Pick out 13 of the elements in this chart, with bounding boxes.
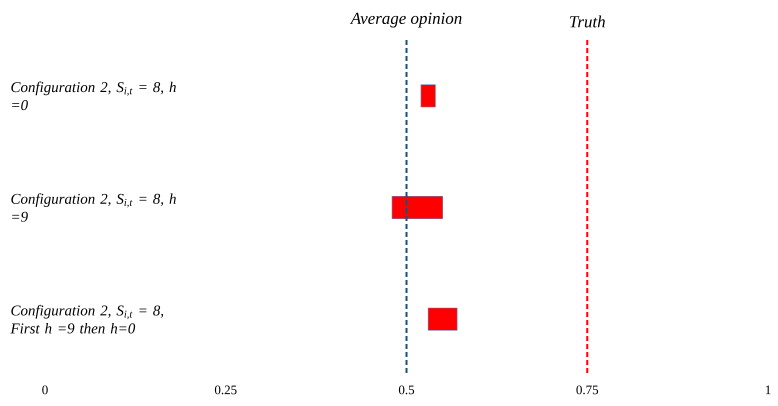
category-label: Configuration 2, S$_{i,t}$ = 8, h =0 bbox=[11, 82, 176, 110]
bar bbox=[392, 196, 443, 219]
x-tick-label: 0.75 bbox=[576, 386, 598, 394]
x-tick-label: 0.25 bbox=[214, 386, 237, 394]
x-tick-label: 0.5 bbox=[398, 386, 414, 394]
y-tick-label: Configuration 2, S$_{i,t}$ = 8, First h =9 then h=0 bbox=[10, 304, 164, 334]
category-label: Configuration 2, S$_{i,t}$ = 8, h =9 bbox=[11, 193, 176, 222]
x-tick-label: 1 bbox=[766, 386, 770, 394]
x-tick-label: 0 bbox=[42, 386, 48, 394]
bar bbox=[420, 84, 436, 108]
bar bbox=[428, 308, 458, 331]
ref-line-label: Truth bbox=[570, 16, 605, 28]
ref-line-label: Average opinion bbox=[350, 12, 462, 28]
